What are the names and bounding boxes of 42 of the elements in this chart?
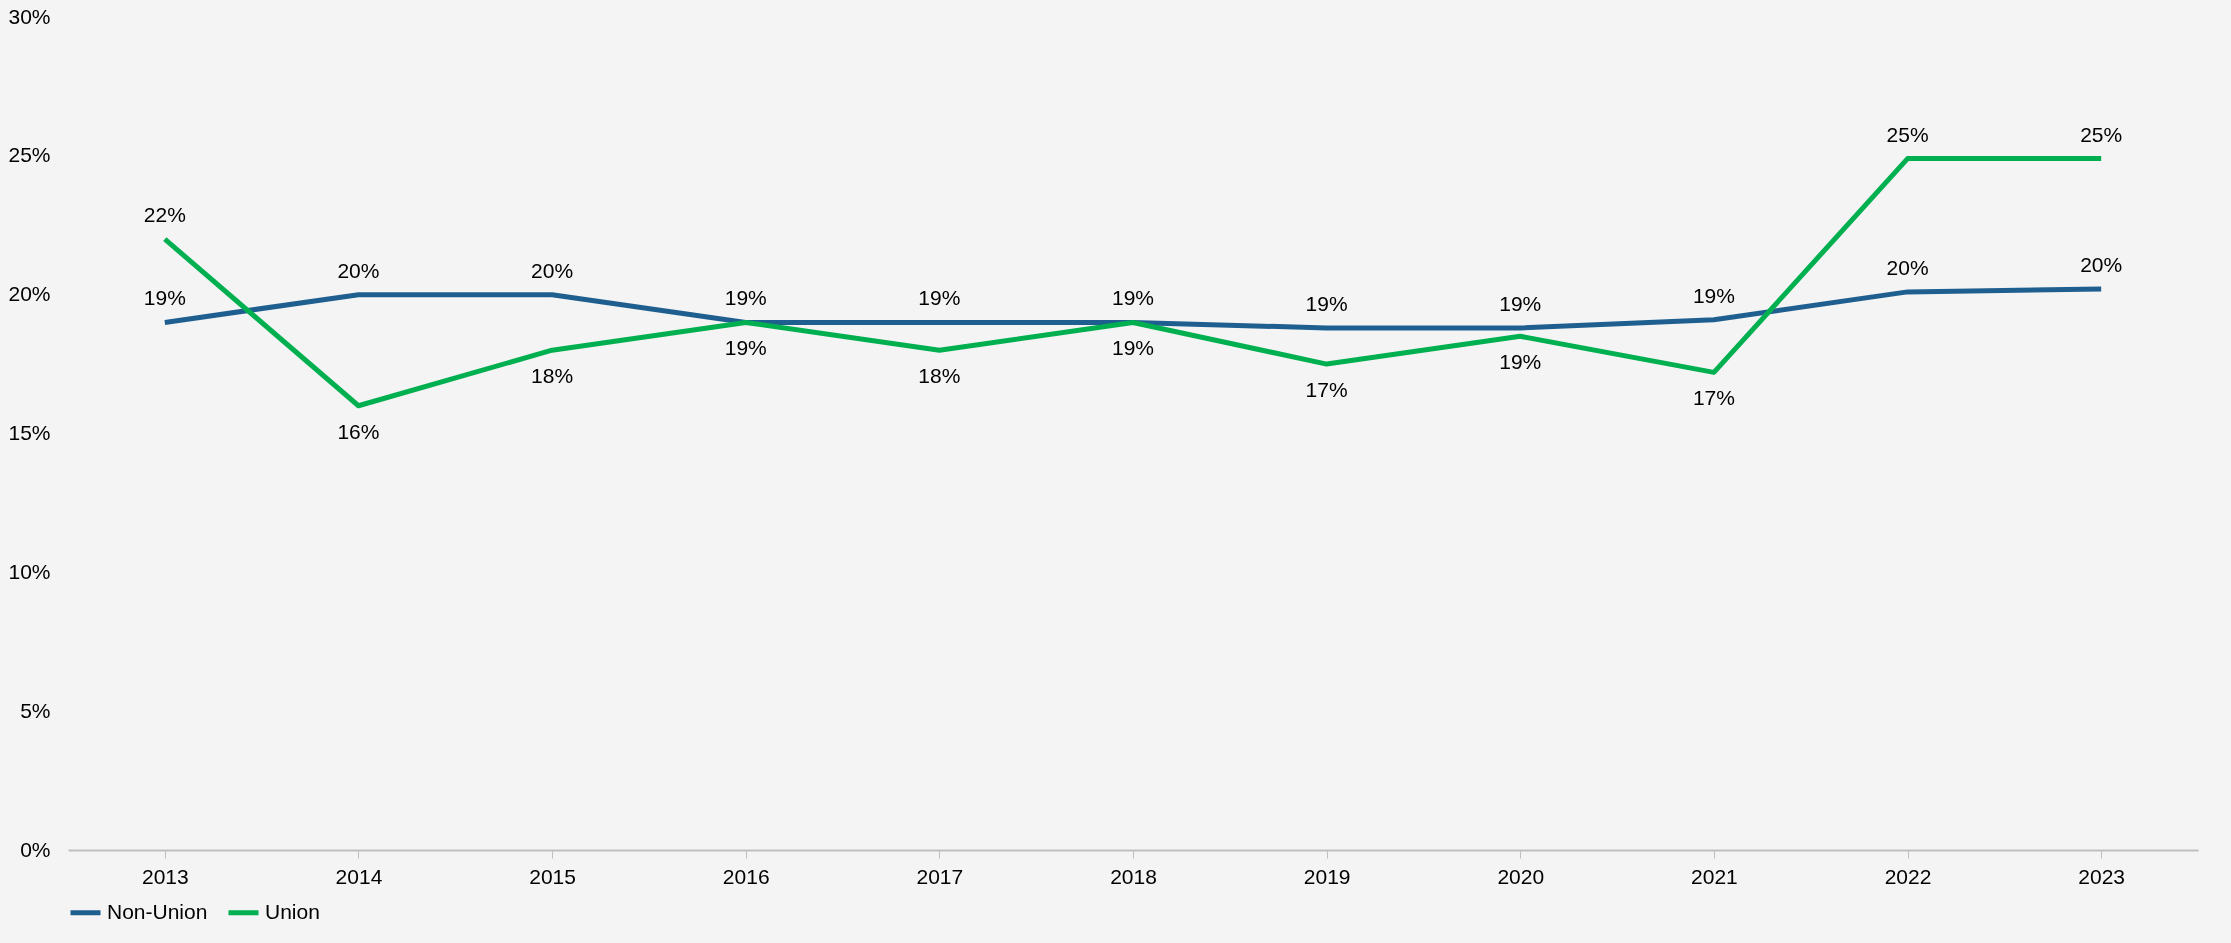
data-label: 18% [531, 364, 574, 388]
x-tick-label: 2017 [916, 864, 964, 888]
data-label: 19% [724, 336, 767, 360]
x-tick-label: 2013 [141, 864, 189, 888]
data-label: 19% [1692, 283, 1735, 307]
y-tick-label: 0% [20, 837, 51, 861]
data-label: 19% [143, 286, 186, 310]
data-label: 22% [143, 203, 186, 227]
x-tick-label: 2016 [722, 864, 770, 888]
data-label: 17% [1692, 386, 1735, 410]
y-tick-label: 25% [8, 143, 51, 167]
y-tick-label: 10% [8, 559, 51, 583]
data-label: 20% [1886, 255, 1929, 279]
data-label: 17% [1305, 378, 1348, 402]
x-tick-label: 2015 [529, 864, 576, 888]
x-tick-label: 2018 [1110, 864, 1157, 888]
legend-label: Union [265, 899, 320, 923]
y-tick-label: 5% [20, 698, 51, 722]
data-label: 20% [531, 258, 574, 282]
data-label: 19% [724, 286, 767, 310]
data-label: 18% [918, 364, 961, 388]
data-label: 19% [1111, 336, 1155, 360]
x-tick-label: 2022 [1884, 864, 1932, 888]
x-tick-label: 2019 [1303, 864, 1351, 888]
data-label: 19% [1499, 350, 1542, 374]
x-tick-label: 2021 [1691, 864, 1738, 888]
data-label: 25% [1886, 122, 1929, 146]
y-tick-label: 15% [8, 421, 51, 444]
data-label: 19% [1499, 291, 1542, 315]
x-tick-label: 2020 [1497, 864, 1545, 888]
data-label: 25% [2080, 122, 2123, 146]
x-tick-label: 2014 [335, 864, 383, 888]
data-label: 20% [2080, 253, 2123, 277]
data-label: 20% [337, 258, 380, 282]
y-tick-label: 30% [8, 4, 51, 28]
data-label: 19% [1305, 291, 1348, 315]
x-tick-label: 2023 [2078, 864, 2126, 888]
data-label: 19% [1111, 286, 1155, 310]
data-label: 19% [918, 286, 961, 310]
legend-label: Non-Union [107, 899, 208, 923]
y-tick-label: 20% [8, 282, 51, 306]
data-label: 16% [337, 419, 380, 443]
